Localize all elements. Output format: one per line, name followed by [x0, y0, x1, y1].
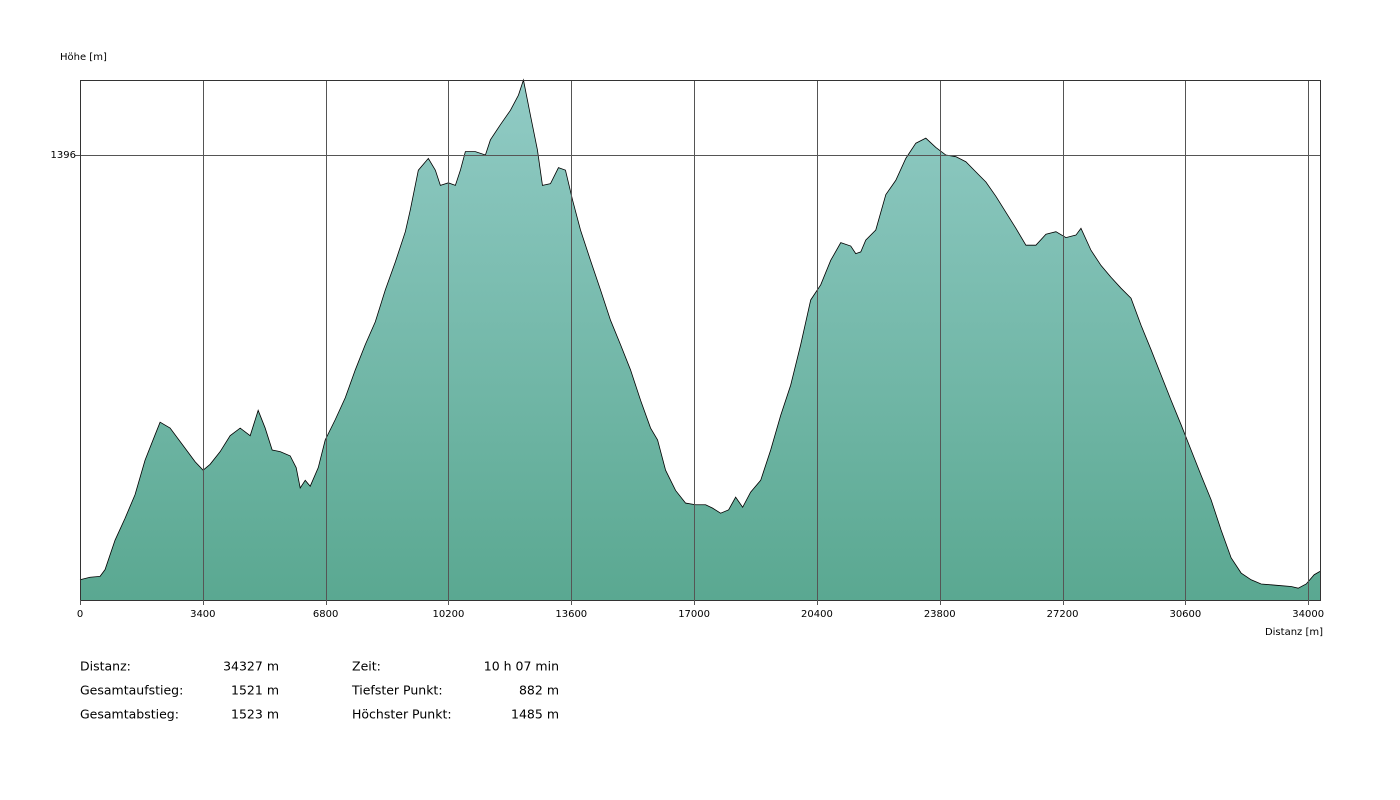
- x-tick-label: 13600: [555, 609, 587, 620]
- stat-value: 882 m: [519, 683, 559, 698]
- stat-label: Distanz:: [80, 659, 131, 674]
- stat-value: 10 h 07 min: [484, 659, 559, 674]
- x-tick-label: 30600: [1169, 609, 1201, 620]
- elevation-area: [80, 80, 1320, 600]
- x-tick-label: 17000: [678, 609, 710, 620]
- x-tick-label: 34000: [1292, 609, 1324, 620]
- stat-label: Gesamtaufstieg:: [80, 683, 183, 698]
- stat-value: 1485 m: [511, 707, 559, 722]
- x-tick-label: 10200: [433, 609, 465, 620]
- stat-label: Tiefster Punkt:: [351, 683, 443, 698]
- x-tick-label: 6800: [313, 609, 338, 620]
- x-tick-label: 23800: [924, 609, 956, 620]
- stat-value: 1523 m: [231, 707, 279, 722]
- elevation-line: [79, 78, 1321, 589]
- stat-value: 1521 m: [231, 683, 279, 698]
- stat-label: Zeit:: [352, 659, 381, 674]
- y-tick-label: 1396: [51, 150, 76, 161]
- stat-label: Gesamtabstieg:: [80, 707, 179, 722]
- y-axis-label: Höhe [m]: [60, 52, 107, 63]
- x-axis-label: Distanz [m]: [1265, 627, 1323, 638]
- x-tick-label: 27200: [1047, 609, 1079, 620]
- x-tick-label: 3400: [190, 609, 215, 620]
- stat-value: 34327 m: [223, 659, 279, 674]
- plot-frame: [80, 80, 1321, 601]
- x-tick-label: 20400: [801, 609, 833, 620]
- stat-label: Höchster Punkt:: [352, 707, 452, 722]
- x-tick-label: 0: [77, 609, 83, 620]
